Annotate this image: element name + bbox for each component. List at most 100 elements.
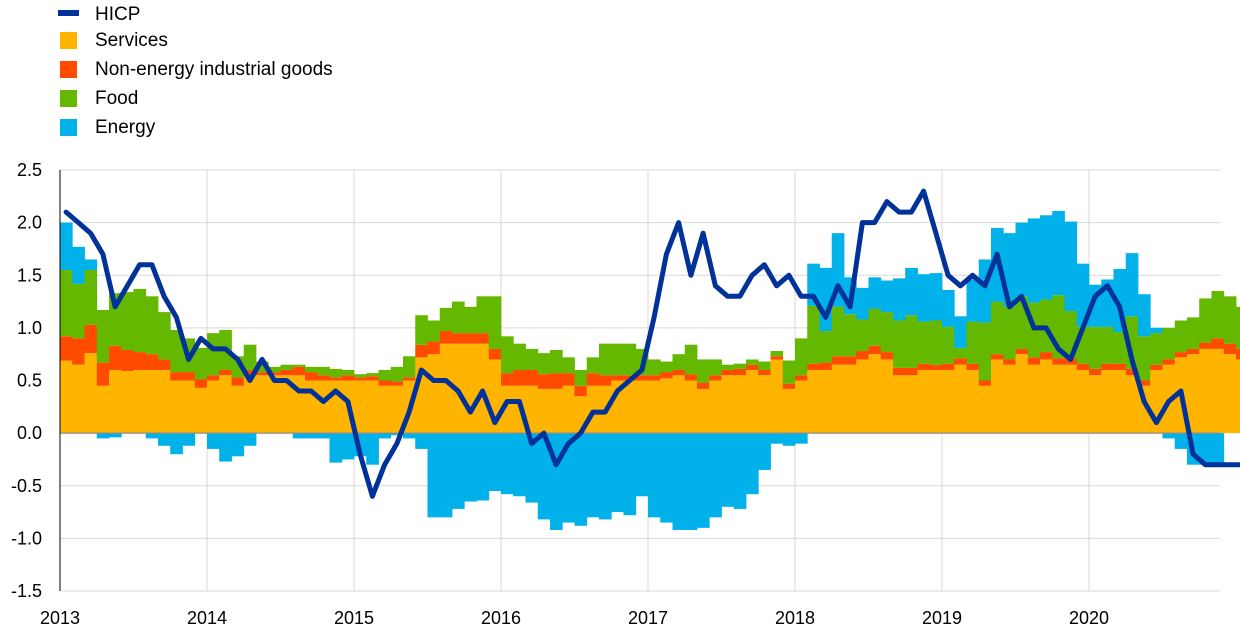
bar-energy [145, 433, 159, 439]
bar-food [121, 292, 134, 350]
bar-non-energy-industrial-goods [305, 372, 318, 381]
bar-services [623, 380, 637, 434]
bar-non-energy-industrial-goods [513, 369, 526, 386]
bar-services [170, 380, 183, 434]
bar-energy [329, 433, 343, 463]
bar-services [893, 375, 906, 434]
bar-food [942, 326, 955, 364]
bar-services [905, 375, 918, 434]
x-tick-label: 2017 [628, 608, 668, 628]
bar-energy [1040, 215, 1053, 300]
bar-energy [746, 433, 759, 495]
bar-non-energy-industrial-goods [256, 372, 269, 376]
bar-services [586, 385, 600, 434]
bar-food [439, 307, 453, 332]
bar-food [243, 344, 257, 370]
y-axis-tick-labels: -1.5 -1.0 -0.5 0.0 0.5 1.0 1.5 2.0 2.5 [11, 160, 42, 601]
bar-services [1040, 359, 1053, 434]
bar-services [1223, 354, 1237, 434]
bar-non-energy-industrial-goods [501, 373, 514, 386]
bar-non-energy-industrial-goods [415, 344, 428, 358]
bar-energy [219, 433, 232, 462]
bar-energy [942, 289, 955, 327]
bar-services [807, 369, 820, 434]
legend-swatch-food [60, 90, 77, 107]
bar-non-energy-industrial-goods [672, 369, 686, 376]
bar-food [366, 373, 379, 377]
bar-services [145, 369, 159, 434]
bar-food [991, 301, 1004, 355]
bar-services [537, 388, 551, 434]
bar-food [893, 320, 906, 368]
bar-energy [672, 433, 686, 530]
bar-energy [929, 273, 943, 321]
bar-food [770, 351, 784, 357]
bar-energy [317, 433, 330, 439]
bar-food [1138, 336, 1151, 381]
bar-services [1015, 354, 1029, 434]
bar-energy [562, 433, 575, 523]
bar-non-energy-industrial-goods [488, 348, 502, 360]
bar-energy [439, 433, 453, 518]
bar-non-energy-industrial-goods [880, 352, 894, 360]
bar-non-energy-industrial-goods [280, 369, 294, 376]
bar-energy [427, 433, 441, 518]
bar-services [231, 385, 245, 434]
bar-non-energy-industrial-goods [354, 377, 367, 381]
bar-food [415, 315, 428, 345]
bar-non-energy-industrial-goods [1125, 368, 1139, 376]
bar-food [672, 354, 686, 370]
bar-non-energy-industrial-goods [893, 367, 906, 376]
bar-food [697, 359, 710, 383]
bar-services [158, 369, 171, 434]
bar-services [133, 369, 147, 434]
bar-food [844, 314, 857, 357]
bar-non-energy-industrial-goods [770, 356, 784, 360]
bar-non-energy-industrial-goods [158, 359, 171, 370]
bar-services [697, 388, 710, 434]
bar-food [1113, 332, 1127, 364]
bar-non-energy-industrial-goods [390, 381, 404, 386]
bar-non-energy-industrial-goods [917, 363, 931, 370]
bar-food [60, 269, 73, 337]
bar-non-energy-industrial-goods [844, 356, 857, 365]
bar-energy [623, 433, 637, 516]
bar-food [856, 319, 869, 352]
x-tick-label: 2018 [775, 608, 815, 628]
bar-services [660, 378, 673, 434]
bar-non-energy-industrial-goods [231, 377, 245, 386]
bar-food [929, 320, 943, 365]
bar-energy [513, 433, 526, 497]
bar-services [439, 343, 453, 434]
legend-label-food: Food [95, 88, 139, 109]
bar-energy [537, 433, 551, 520]
bar-energy [709, 433, 722, 518]
bar-food [305, 366, 318, 373]
bar-services [550, 388, 563, 434]
bar-services [684, 380, 698, 434]
bar-services [476, 343, 490, 434]
bar-food [390, 366, 404, 382]
bar-non-energy-industrial-goods [1150, 364, 1163, 370]
bar-energy [1211, 433, 1225, 467]
bar-services [194, 387, 208, 434]
bar-non-energy-industrial-goods [599, 375, 612, 386]
bar-food [501, 336, 514, 374]
bar-energy [170, 433, 183, 455]
bar-services [880, 359, 894, 434]
bar-services [268, 375, 281, 434]
legend-swatch-non-energy-industrial-goods [60, 61, 77, 78]
bar-energy [452, 433, 465, 509]
bar-food [280, 364, 294, 370]
bar-non-energy-industrial-goods [635, 375, 649, 381]
bar-services [1187, 354, 1200, 434]
bar-energy [905, 267, 918, 316]
bar-energy [366, 433, 379, 465]
bar-energy [341, 433, 355, 460]
bar-energy [660, 433, 673, 523]
bar-non-energy-industrial-goods [329, 377, 343, 381]
bar-services [844, 364, 857, 434]
bar-non-energy-industrial-goods [819, 362, 833, 370]
bar-services [390, 385, 404, 434]
x-tick-label: 2020 [1069, 608, 1109, 628]
